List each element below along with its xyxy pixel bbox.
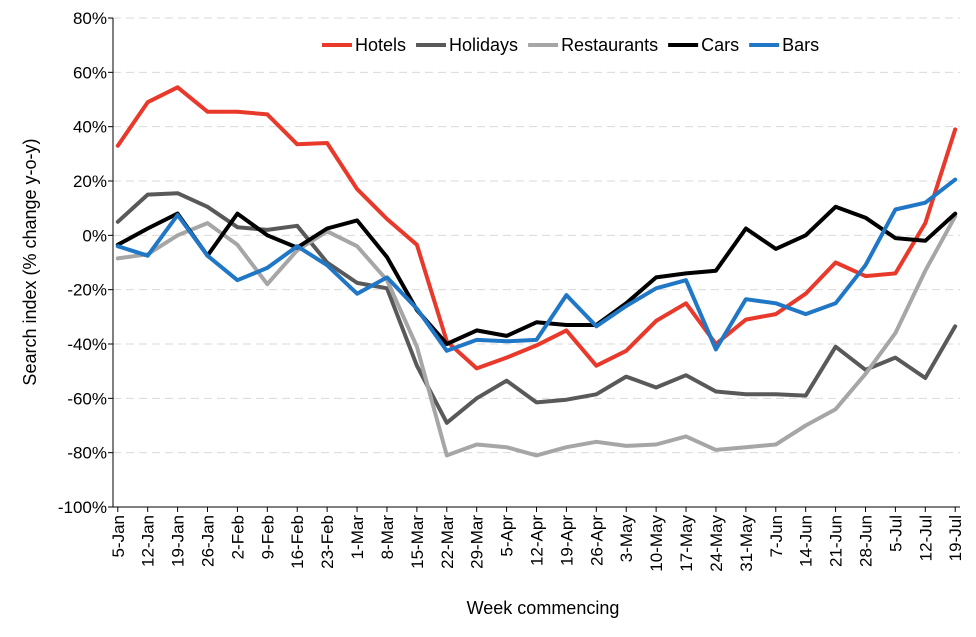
x-tick-label: 17-May: [677, 515, 696, 572]
series-line-bars: [115, 177, 958, 353]
x-tick-label: 12-Jan: [139, 515, 158, 567]
legend-label: Restaurants: [561, 35, 658, 55]
x-tick-label: 5-Apr: [498, 515, 517, 557]
x-axis-title: Week commencing: [467, 598, 620, 618]
x-tick-label: 12-Apr: [528, 515, 547, 566]
y-tick-label: 20%: [73, 172, 107, 191]
x-tick-label: 22-Mar: [438, 515, 457, 569]
axes: 80% 60% 40% 20% 0% -20% -40% -60% -80% -100%5-Jan…: [58, 9, 965, 572]
x-tick-label: 31-May: [737, 515, 756, 572]
series-line-restaurants: [115, 214, 958, 458]
y-tick-label: 0%: [82, 226, 107, 245]
y-tick-label: -100%: [58, 498, 107, 517]
series-line-cars: [115, 204, 958, 346]
x-tick-label: 12-Jul: [916, 515, 935, 561]
x-tick-label: 19-Apr: [557, 515, 576, 566]
x-tick-label: 5-Jan: [109, 515, 128, 558]
x-tick-label: 16-Feb: [288, 515, 307, 569]
series-lines: [115, 85, 958, 458]
y-axis-title: Search index (% change y-o-y): [20, 138, 40, 385]
legend: Hotels Holidays Restaurants Cars Bars: [322, 35, 819, 55]
x-tick-label: 2-Feb: [228, 515, 247, 559]
x-tick-label: 26-Jan: [199, 515, 218, 567]
x-tick-label: 24-May: [707, 515, 726, 572]
x-tick-label: 1-Mar: [348, 515, 367, 560]
y-tick-label: -80%: [67, 444, 107, 463]
y-tick-label: 80%: [73, 9, 107, 28]
legend-label: Bars: [782, 35, 819, 55]
x-tick-label: 29-Mar: [468, 515, 487, 569]
x-tick-label: 8-Mar: [378, 515, 397, 560]
y-tick-label: -60%: [67, 389, 107, 408]
series-line-holidays: [115, 191, 958, 425]
x-tick-label: 5-Jul: [886, 515, 905, 552]
x-tick-label: 19-Jan: [169, 515, 188, 567]
x-tick-label: 7-Jun: [767, 515, 786, 558]
x-tick-label: 19-Jul: [946, 515, 965, 561]
x-tick-label: 10-May: [647, 515, 666, 572]
legend-label: Hotels: [355, 35, 406, 55]
y-tick-label: 40%: [73, 118, 107, 137]
x-tick-label: 15-Mar: [408, 515, 427, 569]
y-tick-label: -40%: [67, 335, 107, 354]
x-tick-label: 21-Jun: [827, 515, 846, 567]
legend-label: Cars: [701, 35, 739, 55]
x-tick-label: 28-Jun: [856, 515, 875, 567]
y-tick-label: -20%: [67, 281, 107, 300]
legend-label: Holidays: [449, 35, 518, 55]
x-tick-label: 23-Feb: [318, 515, 337, 569]
x-tick-label: 9-Feb: [258, 515, 277, 559]
y-tick-label: 60%: [73, 63, 107, 82]
gridlines: [113, 17, 960, 454]
x-tick-label: 26-Apr: [587, 515, 606, 566]
x-tick-label: 14-Jun: [797, 515, 816, 567]
x-tick-label: 3-May: [617, 515, 636, 563]
series-line-hotels: [115, 85, 958, 371]
